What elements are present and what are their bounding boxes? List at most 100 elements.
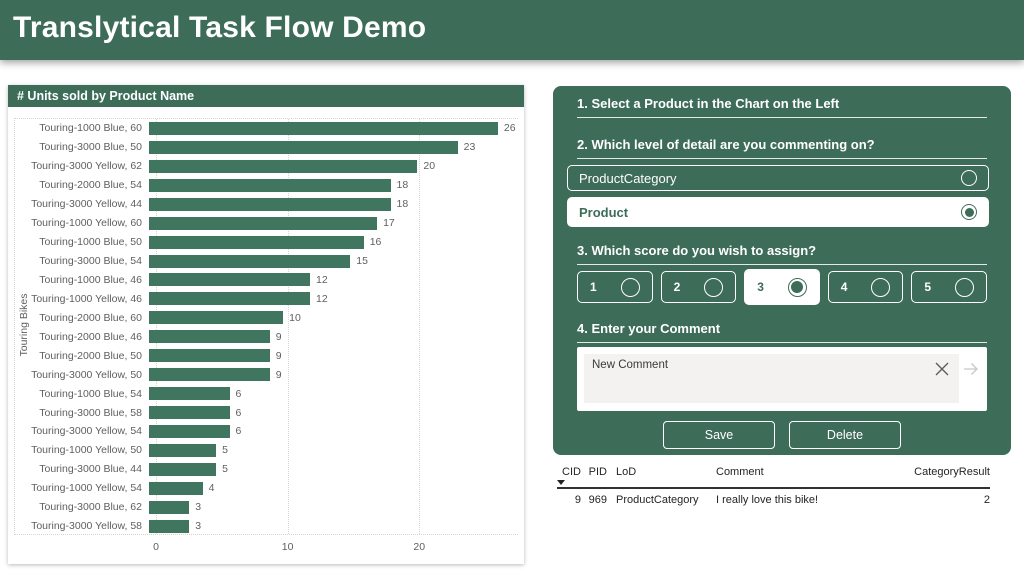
lod-option-product[interactable]: Product <box>567 197 989 227</box>
bar-track: 5 <box>149 443 518 457</box>
bar[interactable] <box>149 481 203 495</box>
bar-value-label: 10 <box>289 311 301 324</box>
chart-bar-row: Touring-1000 Blue, 46 12 <box>15 271 518 290</box>
bar[interactable] <box>149 311 284 325</box>
x-axis-tick-label: 0 <box>153 541 159 553</box>
score-option-2[interactable]: 2 <box>660 271 737 303</box>
score-option-5[interactable]: 5 <box>911 271 987 303</box>
table-row[interactable]: 9 969 ProductCategory I really love this bi… <box>557 489 990 506</box>
column-header-categoryresult[interactable]: CategoryResult <box>890 466 990 478</box>
radio-icon[interactable] <box>871 277 891 297</box>
bar-category-label: Touring-1000 Yellow, 46 <box>31 292 142 305</box>
chart-bar-row: Touring-3000 Blue, 54 15 <box>15 252 518 271</box>
bar-track: 15 <box>149 254 518 268</box>
send-comment-arrow-right-icon[interactable] <box>962 360 980 378</box>
units-sold-chart-card: # Units sold by Product Name Touring-100… <box>8 85 524 564</box>
bar-track: 23 <box>149 140 518 154</box>
chart-plot-area: Touring-1000 Blue, 60 26 Touring-3000 Blue… <box>14 118 518 553</box>
chart-bar-row: Touring-3000 Blue, 44 5 <box>15 460 518 479</box>
lod-option-productcategory[interactable]: ProductCategory <box>567 165 989 191</box>
radio-icon[interactable] <box>961 170 977 186</box>
bar-track: 17 <box>149 216 518 230</box>
bar-track: 6 <box>149 406 518 420</box>
score-option-1[interactable]: 1 <box>577 271 653 303</box>
table-cell: I really love this bike! <box>716 494 819 506</box>
bar-category-label: Touring-1000 Yellow, 60 <box>31 217 142 230</box>
chart-bar-row: Touring-1000 Blue, 60 26 <box>15 119 518 138</box>
x-axis-tick-label: 10 <box>281 541 294 553</box>
score-option-3[interactable]: 3 <box>744 269 820 305</box>
lod-option-list: ProductCategory Product <box>567 165 989 227</box>
table-cell: 9 <box>574 494 581 506</box>
chart-bar-row: Touring-3000 Yellow, 54 6 <box>15 422 518 441</box>
bar[interactable] <box>149 235 364 249</box>
x-axis-tick-label: 20 <box>413 541 426 553</box>
bar-category-label: Touring-3000 Blue, 58 <box>39 406 142 419</box>
score-option-label: 5 <box>924 280 932 294</box>
bar[interactable] <box>149 292 311 306</box>
bar-track: 18 <box>149 178 518 192</box>
bar[interactable] <box>149 197 391 211</box>
radio-icon[interactable] <box>787 277 807 297</box>
bar[interactable] <box>149 406 230 420</box>
bar-track: 12 <box>149 273 518 287</box>
chart-bar-row: Touring-1000 Blue, 54 6 <box>15 384 518 403</box>
bar-category-label: Touring-3000 Yellow, 58 <box>31 520 142 533</box>
score-option-label: 2 <box>673 280 681 294</box>
bar[interactable] <box>149 387 230 401</box>
bar-track: 6 <box>149 424 518 438</box>
table-cell: 2 <box>983 494 990 506</box>
chart-bar-row: Touring-1000 Blue, 50 16 <box>15 233 518 252</box>
bar-track: 20 <box>149 159 518 173</box>
step1-heading: 1. Select a Product in the Chart on the … <box>577 86 987 118</box>
column-header-comment[interactable]: Comment <box>716 466 890 478</box>
save-button[interactable]: Save <box>663 421 775 449</box>
bar[interactable] <box>149 349 270 363</box>
bar[interactable] <box>149 216 378 230</box>
bar[interactable] <box>149 330 270 344</box>
chart-group-axis-label: Touring Bikes <box>18 292 30 357</box>
bar-category-label: Touring-2000 Blue, 50 <box>39 349 142 362</box>
bar[interactable] <box>149 273 311 287</box>
bar-value-label: 18 <box>396 179 409 192</box>
bar-track: 9 <box>149 368 518 382</box>
bar[interactable] <box>149 519 190 533</box>
radio-icon[interactable] <box>961 204 977 220</box>
bar-track: 16 <box>149 235 518 249</box>
page-title: Translytical Task Flow Demo <box>13 11 427 44</box>
bar[interactable] <box>149 159 418 173</box>
bar[interactable] <box>149 368 270 382</box>
bar[interactable] <box>149 462 217 476</box>
radio-icon[interactable] <box>620 277 640 297</box>
bar[interactable] <box>149 140 458 154</box>
column-header-lod[interactable]: LoD <box>616 466 708 478</box>
bar-category-label: Touring-2000 Blue, 54 <box>39 179 142 192</box>
radio-icon[interactable] <box>704 277 724 297</box>
bar-track: 10 <box>149 311 518 325</box>
bar-category-label: Touring-3000 Blue, 54 <box>39 255 142 268</box>
radio-icon[interactable] <box>954 277 974 297</box>
bar[interactable] <box>149 178 391 192</box>
delete-button[interactable]: Delete <box>789 421 901 449</box>
clear-comment-x-icon[interactable] <box>933 360 951 378</box>
comment-input[interactable]: New Comment <box>584 354 959 403</box>
bar[interactable] <box>149 121 498 135</box>
table-cell: ProductCategory <box>616 494 699 506</box>
column-header-pid[interactable]: PID <box>587 466 607 478</box>
bar[interactable] <box>149 443 217 457</box>
chart-bar-row: Touring-3000 Blue, 58 6 <box>15 403 518 422</box>
bar[interactable] <box>149 254 351 268</box>
bar-category-label: Touring-2000 Blue, 60 <box>39 311 142 324</box>
bar-track: 3 <box>149 500 518 514</box>
chart-bar-row: Touring-2000 Blue, 54 18 <box>15 176 518 195</box>
bar[interactable] <box>149 500 190 514</box>
column-header-cid[interactable]: CID <box>557 466 581 485</box>
bar[interactable] <box>149 424 230 438</box>
score-option-4[interactable]: 4 <box>827 271 904 303</box>
column-header-label: CID <box>562 466 581 478</box>
bar-value-label: 12 <box>316 292 328 305</box>
bar-value-label: 5 <box>222 444 228 457</box>
bar-track: 5 <box>149 462 518 476</box>
bar-category-label: Touring-3000 Yellow, 44 <box>31 198 142 211</box>
bar-value-label: 15 <box>356 255 368 268</box>
